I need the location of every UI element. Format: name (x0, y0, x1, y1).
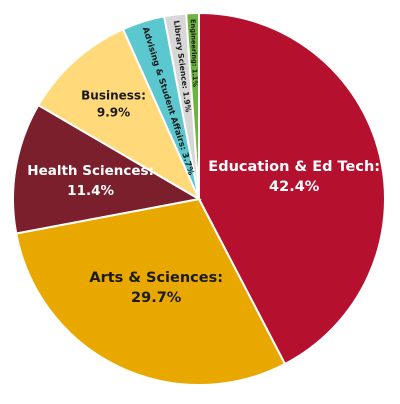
pie-slice-education-and-ed-tech (198, 11, 386, 366)
slice-label-education-and-ed-tech: Education & Ed Tech: (208, 159, 380, 175)
pie-slice-health-sciences (12, 103, 202, 235)
pie-slice-engineering (185, 11, 200, 200)
slice-label-business: Business: (81, 88, 146, 102)
pie-slice-arts-and-sciences (15, 197, 287, 386)
slices-layer (12, 11, 386, 386)
slice-value-label-arts-and-sciences: 29.7% (131, 290, 182, 306)
pie-slice-business (37, 27, 202, 202)
slice-label-engineering: Engineering: 1.1% (189, 19, 199, 88)
slice-label-health-sciences: Health Sciences: (27, 163, 154, 179)
slice-value-label-health-sciences: 11.4% (67, 183, 114, 199)
slice-value-label-business: 9.9% (97, 105, 130, 119)
slice-value-label-education-and-ed-tech: 42.4% (269, 179, 320, 195)
slice-label-arts-and-sciences: Arts & Sciences: (89, 270, 223, 286)
